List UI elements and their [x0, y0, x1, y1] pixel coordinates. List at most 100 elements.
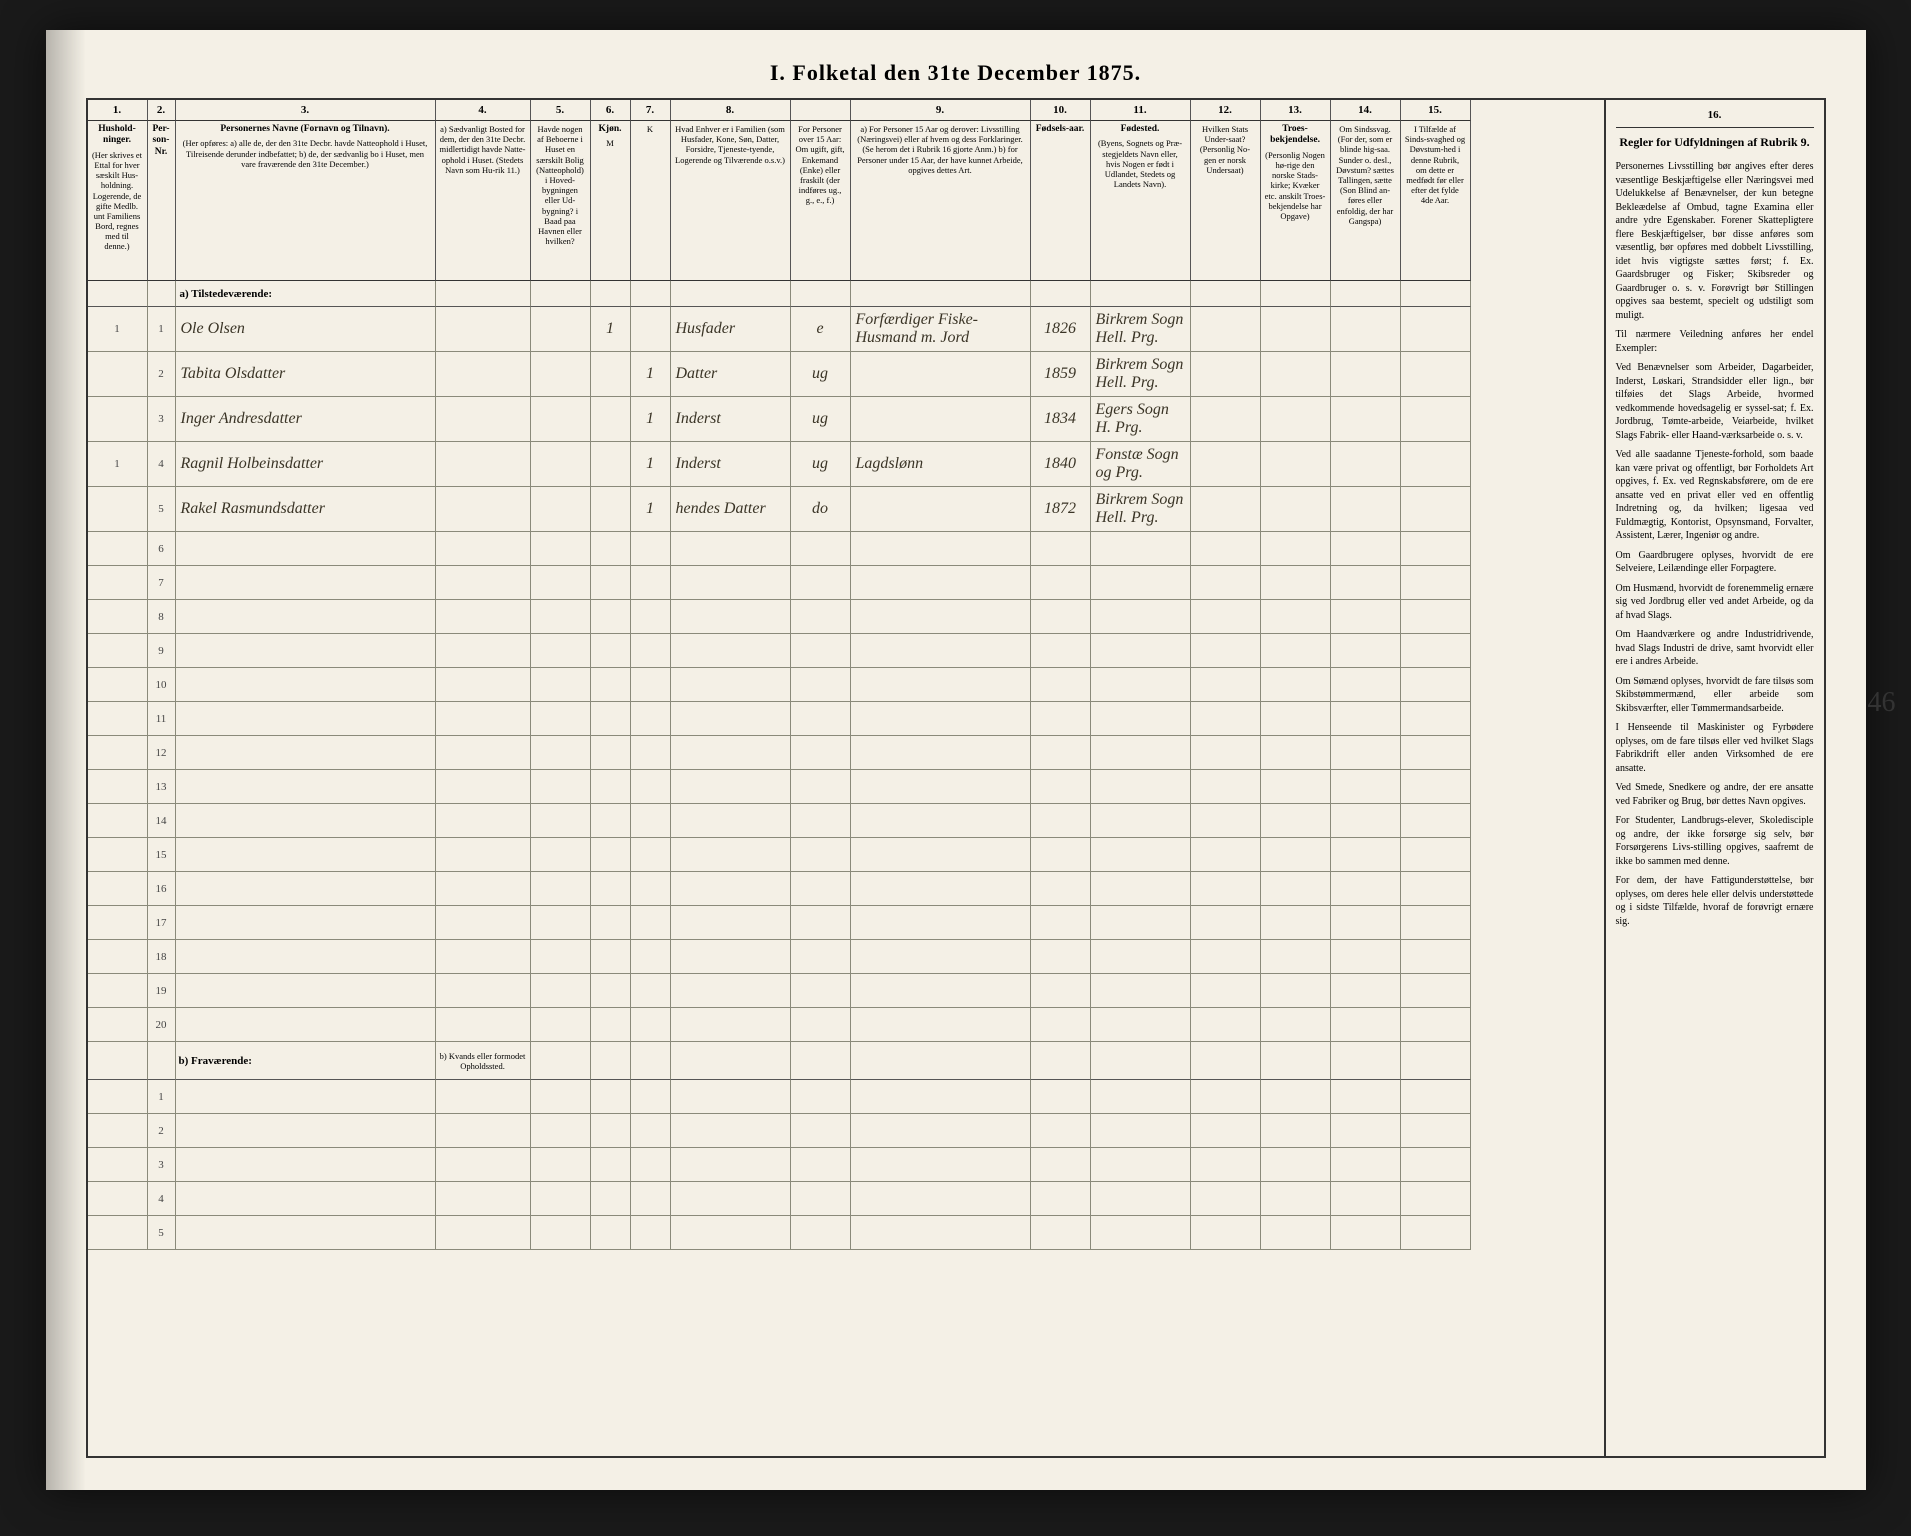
disability-onset: [1401, 397, 1471, 442]
rubric-paragraph: Ved alle saadanne Tjeneste-forhold, som …: [1616, 448, 1814, 543]
cell: [531, 566, 591, 600]
cell: [591, 1080, 631, 1114]
cell: [436, 668, 531, 702]
cell: [791, 974, 851, 1008]
cell: [671, 668, 791, 702]
cell: [671, 1182, 791, 1216]
cell: [791, 1042, 851, 1080]
confession: [1261, 352, 1331, 397]
cell: [591, 634, 631, 668]
cell: [1031, 906, 1091, 940]
cell: [1261, 1042, 1331, 1080]
cell: [631, 1148, 671, 1182]
table-row: 11Ole Olsen1HusfadereForfærdiger Fiske-H…: [88, 307, 1604, 352]
person-num: 3: [148, 397, 176, 442]
table-row: 2Tabita Olsdatter1Datterug1859Birkrem So…: [88, 352, 1604, 397]
col-num: 3.: [176, 100, 436, 121]
cell: [1331, 1114, 1401, 1148]
cell: [671, 1042, 791, 1080]
cell: [436, 736, 531, 770]
rubric-paragraph: For Studenter, Landbrugs-elever, Skoledi…: [1616, 814, 1814, 868]
cell: [1091, 702, 1191, 736]
cell: [851, 770, 1031, 804]
col-num: [791, 100, 851, 121]
household-num: [88, 352, 148, 397]
cell: [1091, 532, 1191, 566]
section-a-row: a) Tilstedeværende:: [88, 281, 1604, 307]
cell: [851, 1182, 1031, 1216]
cell: [1191, 566, 1261, 600]
birthplace: Fonstæ Sogn og Prg.: [1091, 442, 1191, 487]
cell: [531, 702, 591, 736]
cell: [591, 1114, 631, 1148]
cell: [631, 736, 671, 770]
cell: [1031, 838, 1091, 872]
cell: [1191, 1042, 1261, 1080]
cell: [851, 600, 1031, 634]
cell: [1191, 1008, 1261, 1042]
cell: [1191, 736, 1261, 770]
cell: [1091, 1114, 1191, 1148]
cell: [1261, 974, 1331, 1008]
rubric-paragraph: Om Husmænd, hvorvidt de forenemmelig ern…: [1616, 582, 1814, 623]
cell: [176, 940, 436, 974]
cell: [531, 1148, 591, 1182]
cell: [436, 600, 531, 634]
cell: [531, 940, 591, 974]
birthplace: Birkrem Sogn Hell. Prg.: [1091, 352, 1191, 397]
disability: [1331, 442, 1401, 487]
cell: [851, 668, 1031, 702]
cell: [1261, 804, 1331, 838]
cell: [1191, 1080, 1261, 1114]
citizenship: [1191, 352, 1261, 397]
cell: [88, 838, 148, 872]
cell: [176, 634, 436, 668]
occupation: [851, 487, 1031, 532]
cell: [851, 804, 1031, 838]
cell: [1401, 872, 1471, 906]
cell: [531, 974, 591, 1008]
marital: e: [791, 307, 851, 352]
cell: [791, 668, 851, 702]
cell: [1031, 736, 1091, 770]
rubric-paragraph: Ved Smede, Snedkere og andre, der ere an…: [1616, 781, 1814, 808]
table-row: 7: [88, 566, 1604, 600]
cell: [591, 566, 631, 600]
cell: [791, 906, 851, 940]
cell: [791, 804, 851, 838]
disability: [1331, 397, 1401, 442]
occupation: [851, 397, 1031, 442]
cell: [1031, 532, 1091, 566]
person-num: 2: [148, 352, 176, 397]
cell: [88, 634, 148, 668]
cell: [1191, 668, 1261, 702]
person-name: Rakel Rasmundsdatter: [176, 487, 436, 532]
person-num: 5: [148, 487, 176, 532]
cell: [1261, 566, 1331, 600]
cell: [1261, 838, 1331, 872]
cell: [1091, 600, 1191, 634]
col-head: Hvilken Stats Under-saat? (Personlig No-…: [1191, 121, 1261, 281]
table-row: 11: [88, 702, 1604, 736]
col-head: Kjøn.M: [591, 121, 631, 281]
cell: [791, 1114, 851, 1148]
col-num: 10.: [1031, 100, 1091, 121]
cell: [176, 1216, 436, 1250]
cell: [791, 1216, 851, 1250]
cell: [851, 634, 1031, 668]
cell: [1031, 940, 1091, 974]
cell: [436, 804, 531, 838]
cell: 2: [148, 1114, 176, 1148]
rubric-paragraph: Om Sømænd oplyses, hvorvidt de fare tils…: [1616, 675, 1814, 716]
col-head: Om Sindssvag. (For der, som er blinde hi…: [1331, 121, 1401, 281]
cell: [88, 872, 148, 906]
cell: [851, 940, 1031, 974]
col-num: 7.: [631, 100, 671, 121]
cell: 13: [148, 770, 176, 804]
sex-k: 1: [631, 397, 671, 442]
cell: 18: [148, 940, 176, 974]
cell: [1401, 1182, 1471, 1216]
cell: [791, 940, 851, 974]
cell: [1261, 906, 1331, 940]
residence: [436, 442, 531, 487]
